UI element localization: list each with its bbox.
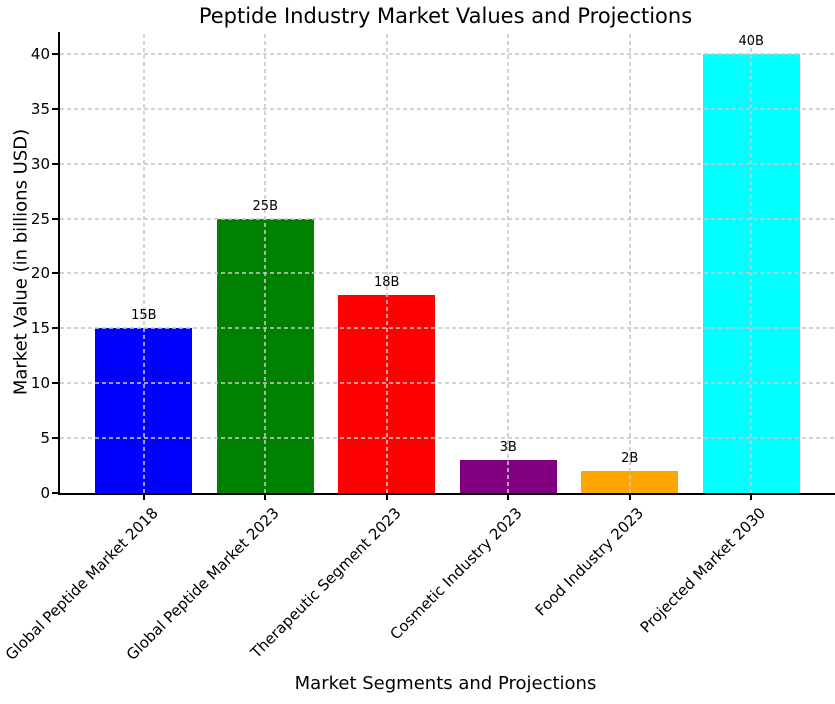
y-tick-label: 40 — [30, 44, 50, 63]
x-tick-mark — [385, 495, 388, 500]
y-tick-mark — [52, 327, 58, 330]
x-tick-mark — [264, 495, 267, 500]
x-tick-mark — [750, 495, 753, 500]
bar-4 — [581, 471, 679, 493]
x-tick-label: Cosmetic Industry 2023 — [386, 504, 526, 644]
y-tick-mark — [52, 437, 58, 440]
v-gridline — [507, 32, 510, 493]
bar-3 — [459, 460, 557, 493]
y-tick-label: 0 — [40, 484, 50, 502]
bar-1 — [216, 218, 314, 493]
x-tick-mark — [507, 495, 510, 500]
x-tick-mark — [628, 495, 631, 500]
x-tick-label: Food Industry 2023 — [531, 504, 648, 620]
bar-value-label: 2B — [621, 451, 639, 467]
y-tick-label: 20 — [30, 264, 50, 283]
bar-value-label: 40B — [738, 33, 764, 49]
y-tick-label: 10 — [30, 374, 50, 393]
bar-5 — [702, 53, 800, 493]
y-tick-mark — [52, 162, 58, 165]
y-tick-label: 5 — [40, 429, 50, 448]
y-tick-mark — [52, 382, 58, 385]
bar-2 — [338, 295, 436, 493]
y-tick-mark — [52, 492, 58, 494]
y-tick-mark — [52, 272, 58, 275]
bar-value-label: 15B — [131, 308, 157, 324]
x-axis-label: Market Segments and Projections — [294, 673, 597, 694]
y-tick-label: 15 — [30, 319, 50, 338]
chart-title: Peptide Industry Market Values and Proje… — [198, 4, 693, 28]
plot-area: 0 5 10 15 20 25 30 35 40 Global Peptide Market 20… — [2, 32, 835, 664]
y-tick-label: 30 — [30, 154, 50, 173]
bar-value-label: 3B — [499, 440, 517, 456]
x-tick-label: Projected Market 2030 — [636, 504, 769, 637]
y-tick-mark — [52, 217, 58, 220]
bar-value-label: 18B — [374, 275, 400, 291]
y-tick-mark — [52, 107, 58, 110]
y-tick-label: 35 — [30, 99, 50, 118]
v-gridline — [628, 32, 631, 493]
y-tick-label: 25 — [30, 209, 50, 228]
bar-0 — [95, 328, 193, 493]
x-tick-mark — [142, 495, 145, 500]
y-tick-mark — [52, 52, 58, 55]
bar-value-label: 25B — [252, 198, 278, 214]
